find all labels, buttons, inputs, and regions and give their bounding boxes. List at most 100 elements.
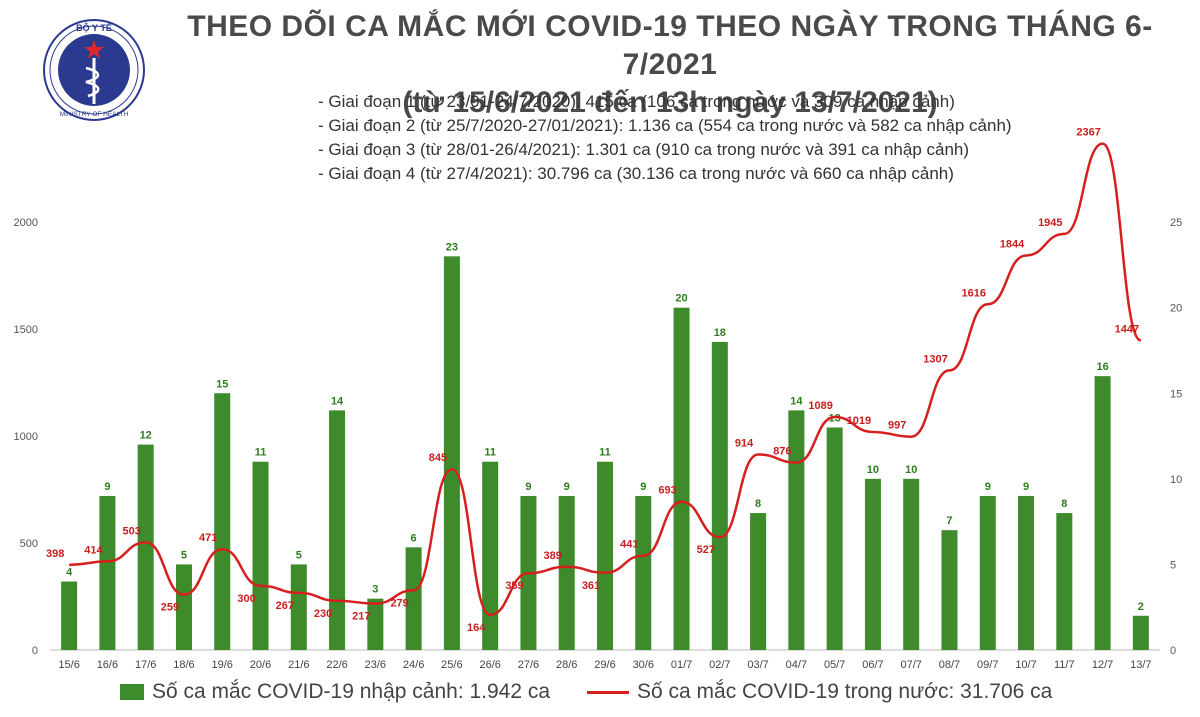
bar: [214, 393, 231, 650]
line-value-label: 1616: [962, 287, 986, 299]
bar: [443, 256, 460, 650]
x-tick-label: 11/7: [1054, 659, 1075, 671]
line-value-label: 1447: [1115, 323, 1139, 335]
x-tick-label: 06/7: [862, 659, 883, 671]
x-tick-label: 05/7: [824, 659, 845, 671]
x-tick-label: 25/6: [441, 659, 462, 671]
bar: [1018, 495, 1035, 650]
x-tick-label: 28/6: [556, 659, 577, 671]
bar-value-label: 11: [484, 447, 496, 459]
bar-value-label: 18: [714, 327, 726, 339]
legend-imported: Số ca mắc COVID-19 nhập cảnh: 1.942 ca: [120, 680, 550, 704]
phase-item: - Giai đoạn 2 (từ 25/7/2020-27/01/2021):…: [318, 116, 1012, 135]
line-value-label: 1307: [923, 353, 947, 365]
y-right-tick-label: 15: [1170, 388, 1182, 400]
bar: [903, 478, 920, 650]
bar-value-label: 8: [755, 498, 761, 510]
domestic-cases-line: [69, 142, 1142, 617]
bar: [329, 410, 346, 650]
bar: [405, 547, 422, 650]
x-tick-label: 23/6: [365, 659, 386, 671]
x-tick-label: 09/7: [977, 659, 998, 671]
bar-value-label: 2: [1138, 601, 1144, 613]
legend-bar-swatch: [120, 684, 144, 700]
chart-legend: Số ca mắc COVID-19 nhập cảnh: 1.942 ca S…: [120, 680, 1120, 710]
bar-value-label: 9: [640, 481, 646, 493]
line-value-label: 398: [46, 548, 64, 560]
page-subtitle: (từ 15/6/2021 đến 13h ngày 13/7/2021): [402, 86, 938, 119]
phase-item: - Giai đoạn 4 (từ 27/4/2021): 30.796 ca …: [318, 164, 954, 183]
title-block: THEO DÕI CA MẮC MỚI COVID-19 THEO NGÀY T…: [160, 8, 1180, 122]
x-tick-label: 03/7: [747, 659, 768, 671]
y-right-tick-label: 10: [1170, 474, 1182, 486]
x-tick-label: 22/6: [326, 659, 347, 671]
logo-top-text: BỘ Y TẾ: [76, 22, 112, 33]
y-left-tick-label: 500: [20, 538, 38, 550]
y-right-tick-label: 20: [1170, 303, 1182, 315]
line-value-label: 2367: [1076, 127, 1100, 139]
bar: [826, 427, 843, 650]
bar: [635, 495, 652, 650]
x-tick-label: 20/6: [250, 659, 271, 671]
y-left-tick-label: 2000: [14, 217, 38, 229]
chart-svg: 0500100015002000051015202549125151151436…: [14, 127, 1183, 671]
bar-value-label: 23: [446, 241, 458, 253]
x-tick-label: 18/6: [173, 659, 194, 671]
bar-value-label: 3: [372, 584, 378, 596]
bar: [137, 444, 154, 650]
bar: [61, 581, 78, 650]
bar-value-label: 14: [331, 395, 344, 407]
bar-value-label: 9: [564, 481, 570, 493]
bar-value-label: 11: [255, 447, 267, 459]
bar-value-label: 5: [181, 549, 187, 561]
x-tick-label: 02/7: [709, 659, 730, 671]
bar-value-label: 5: [296, 549, 302, 561]
x-tick-label: 26/6: [479, 659, 500, 671]
bar: [1056, 513, 1073, 650]
bar: [941, 530, 958, 650]
bar-value-label: 12: [140, 430, 152, 442]
phase-list: - Giai đoạn 1 (từ 23/01-24/7/2020): 415 …: [318, 90, 1012, 186]
x-tick-label: 13/7: [1130, 659, 1151, 671]
line-value-label: 503: [123, 525, 141, 537]
line-value-label: 217: [352, 611, 370, 623]
line-value-label: 279: [390, 597, 408, 609]
line-value-label: 441: [620, 539, 638, 551]
x-tick-label: 19/6: [212, 659, 233, 671]
line-value-label: 230: [314, 608, 332, 620]
ministry-of-health-emblem-icon: BỘ Y TẾ MINISTRY OF HEALTH: [43, 19, 145, 121]
line-value-label: 914: [735, 437, 754, 449]
line-value-label: 359: [505, 580, 523, 592]
bar: [175, 564, 192, 650]
x-tick-label: 30/6: [633, 659, 654, 671]
x-tick-label: 08/7: [939, 659, 960, 671]
line-value-label: 1945: [1038, 217, 1062, 229]
bar: [1094, 376, 1111, 650]
bar-value-label: 9: [985, 481, 991, 493]
legend-imported-label: Số ca mắc COVID-19 nhập cảnh: 1.942 ca: [152, 680, 551, 703]
line-value-label: 876: [773, 446, 791, 458]
bar-value-label: 16: [1096, 361, 1108, 373]
logo-bottom-text: MINISTRY OF HEALTH: [60, 111, 129, 118]
line-value-label: 997: [888, 420, 906, 432]
y-left-tick-label: 0: [32, 645, 38, 657]
bar: [673, 307, 690, 650]
y-left-tick-label: 1000: [14, 431, 38, 443]
x-tick-label: 12/7: [1092, 659, 1113, 671]
bar: [788, 410, 805, 650]
line-value-label: 1844: [1000, 238, 1025, 250]
x-tick-label: 15/6: [58, 659, 79, 671]
line-value-label: 414: [84, 544, 103, 556]
x-tick-label: 27/6: [518, 659, 539, 671]
bar: [1132, 615, 1149, 650]
bar-value-label: 10: [867, 464, 879, 476]
bar-value-label: 7: [946, 515, 952, 527]
phase-item: - Giai đoạn 3 (từ 28/01-26/4/2021): 1.30…: [318, 140, 970, 159]
bar: [367, 598, 384, 650]
bar-value-label: 9: [1023, 481, 1029, 493]
bar-value-label: 4: [66, 567, 73, 579]
line-value-label: 361: [582, 580, 600, 592]
line-value-label: 259: [161, 602, 179, 614]
bar-value-label: 15: [216, 378, 228, 390]
bar: [750, 513, 767, 650]
